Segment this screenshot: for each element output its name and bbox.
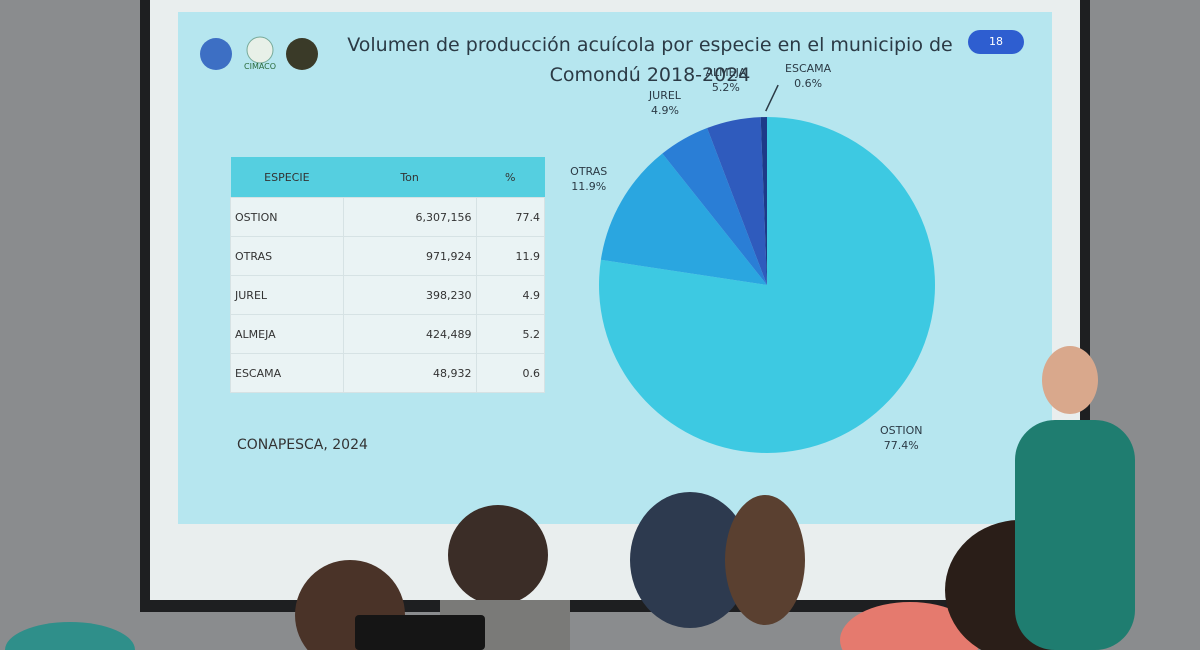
table-cell: 5.2 (475, 314, 546, 354)
table-cell: OSTION (230, 197, 344, 237)
header-cell: ESPECIE (230, 157, 344, 198)
slice-label: 11.9% (571, 180, 606, 193)
table-row: OTRAS 971,924 11.9 (230, 236, 546, 276)
slice-label: 77.4% (884, 439, 919, 452)
slice-name: ALMEJA (706, 66, 747, 79)
header-cell: % (476, 157, 545, 198)
table-header: ESPECIE Ton% (230, 157, 545, 198)
slice-label: 0.6% (794, 77, 822, 90)
table-cell: 48,932 (342, 353, 477, 393)
table-cell: JUREL (230, 275, 344, 315)
slice-label: 4.9% (651, 104, 679, 117)
table-cell: 6,307,156 (342, 197, 477, 237)
table-cell: 971,924 (342, 236, 477, 276)
table-cell: 11.9 (475, 236, 546, 276)
slide-number: 18 (968, 30, 1024, 54)
table-cell: OTRAS (230, 236, 344, 276)
slice-name: OSTION (880, 424, 923, 437)
header-cell: Ton (343, 157, 477, 198)
table-row: JUREL 398,230 4.9 (230, 275, 546, 315)
slide-title: Volumen de producción acuícola por espec… (347, 34, 953, 86)
pie-slice (662, 128, 767, 285)
slice-name: OTRAS (570, 165, 607, 178)
table-row: ALMEJA 424,489 5.2 (230, 314, 546, 354)
slice-name: JUREL (648, 89, 682, 102)
table-cell: ALMEJA (230, 314, 344, 354)
data-table: ESPECIE Ton% OSTION 6,307,156 77.4 OTRAS 971,9… (230, 157, 546, 393)
pie-slice (600, 153, 767, 285)
table-cell: 77.4 (475, 197, 546, 237)
table-cell: 424,489 (342, 314, 477, 354)
table-cell: 0.6 (475, 353, 546, 393)
table-cell: ESCAMA (230, 353, 344, 393)
logo (286, 38, 318, 70)
logo (246, 36, 274, 64)
source: CONAPESCA, 2024 (237, 437, 368, 453)
slice-label: 5.2% (712, 81, 740, 94)
slice-name: ESCAMA (785, 62, 832, 75)
table-cell: 398,230 (342, 275, 477, 315)
pie-slice (707, 117, 767, 285)
table-row: ESCAMA 48,932 0.6 (230, 353, 546, 393)
logo-text: CIMACO (244, 62, 277, 71)
table-cell: 4.9 (475, 275, 546, 315)
table-row: OSTION 6,307,156 77.4 (230, 197, 546, 237)
label-arrow (765, 84, 779, 112)
pie-slice (760, 117, 767, 285)
audience (5, 346, 1135, 650)
logo (200, 38, 232, 70)
pie-chart: OSTION 77.4% OTRAS 11.9% JUREL 4.9% ALMEJA 5.2%… (570, 62, 935, 453)
